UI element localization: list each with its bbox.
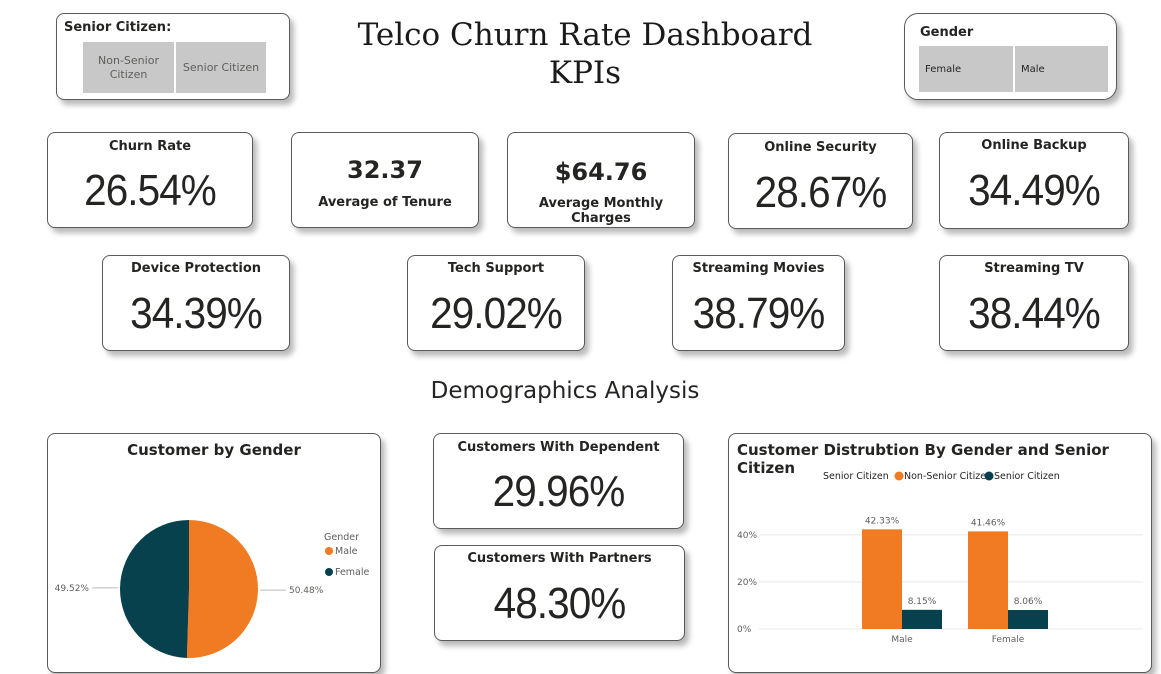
pie-slice-female [119,520,189,658]
kpi-value: 32.37 [347,156,423,184]
kpi-value: 38.44% [968,289,1101,338]
bar-data-label: 41.46% [971,518,1006,528]
kpi-label: Online Backup [981,138,1087,153]
pie-chart: 50.48% 49.52% Gender Male Female [55,520,370,658]
kpi-card-device-protection: Device Protection 34.39% [102,255,290,351]
kpi-value: 48.30% [493,579,627,628]
slicer-option-non-senior[interactable]: Non-Senior Citizen [83,42,174,93]
bar-legend-item: Senior Citizen [994,471,1060,482]
slicer-option-senior[interactable]: Senior Citizen [176,42,266,93]
dashboard-title-line1: Telco Churn Rate Dashboard [357,17,813,53]
section-title: Demographics Analysis [430,378,700,404]
chart-title: Customer Distrubtion By Gender and Senio… [737,441,1109,477]
senior-citizen-slicer-label: Senior Citizen: [64,20,172,35]
kpi-card-monthly-charges: $64.76 Average Monthly Charges [507,132,695,228]
bar-legend-title: Senior Citizen [823,471,889,482]
kpi-label: Online Security [764,140,877,155]
kpi-value: $64.76 [554,158,648,186]
bar-data-label: 8.06% [1014,597,1043,607]
bar-female-non-senior [968,531,1008,629]
pie-legend-item: Male [335,546,358,557]
kpi-label: Churn Rate [108,139,192,154]
kpi-label: Customers With Partners [467,551,652,566]
bar-x-tick: Male [891,635,913,645]
bar-male-non-senior [862,529,902,629]
kpi-card-streaming-tv: Streaming TV 38.44% [939,255,1129,351]
chart-title: Customer by Gender [127,441,301,459]
bar-x-tick: Female [992,635,1025,645]
bar-female-senior [1008,610,1048,629]
bar-legend-marker [894,471,904,481]
pie-legend-item: Female [335,567,370,578]
kpi-label: Device Protection [130,261,262,276]
kpi-label: Average of Tenure [318,195,452,210]
pie-data-label: 50.48% [289,586,324,596]
bar-y-tick: 40% [737,531,757,541]
kpi-card-churn-rate: Churn Rate 26.54% [47,132,253,228]
kpi-card-streaming-movies: Streaming Movies 38.79% [672,255,845,351]
customer-by-gender-chart: Customer by Gender 50.48% 49.52% Gender Mal… [47,433,381,673]
bar-legend-marker [984,471,994,481]
pie-legend-marker [325,547,333,555]
gender-senior-distribution-chart: Customer Distrubtion By Gender and Senio… [728,433,1152,673]
slicer-option-female[interactable]: Female [919,46,1013,92]
kpi-value: 34.49% [968,166,1101,215]
pie-legend-marker [325,568,333,576]
pie-legend-title: Gender [324,532,359,543]
bar-y-tick: 0% [737,625,752,635]
bar-data-label: 42.33% [865,516,900,526]
bar-data-label: 8.15% [908,597,937,607]
gender-slicer: Gender Female Male [904,13,1117,100]
kpi-value: 38.79% [692,289,826,338]
dashboard-title-line2: KPIs [548,55,622,91]
kpi-label: Streaming Movies [692,261,825,276]
kpi-card-online-security: Online Security 28.67% [728,133,913,229]
gender-slicer-label: Gender [920,25,974,40]
pie-slice-male [186,520,258,658]
senior-citizen-slicer: Senior Citizen: Non-Senior Citizen Senio… [56,13,290,100]
kpi-value: 29.02% [430,289,563,338]
kpi-card-tenure: 32.37 Average of Tenure [291,132,479,228]
kpi-label: Customers With Dependent [457,440,660,455]
dashboard-title: Telco Churn Rate Dashboard KPIs [300,16,870,92]
bar-legend-item: Non-Senior Citizen [904,471,992,482]
bar-male-senior [902,609,942,629]
kpi-card-online-backup: Online Backup 34.49% [939,132,1129,229]
kpi-value: 26.54% [84,166,217,215]
pie-data-label: 49.52% [55,584,90,594]
kpi-value: 29.96% [492,467,626,516]
bar-chart: Senior Citizen Non-Senior Citizen Senior C… [737,471,1143,645]
kpi-card-dependents: Customers With Dependent 29.96% [433,433,684,529]
kpi-label: Streaming TV [984,261,1084,276]
kpi-card-partners: Customers With Partners 48.30% [434,545,685,641]
kpi-label: Average Monthly Charges [538,196,664,226]
kpi-card-tech-support: Tech Support 29.02% [407,255,585,351]
kpi-label: Tech Support [447,261,545,276]
kpi-value: 28.67% [754,168,888,217]
bar-y-tick: 20% [737,578,757,588]
slicer-option-male[interactable]: Male [1015,46,1108,92]
kpi-value: 34.39% [130,289,263,338]
